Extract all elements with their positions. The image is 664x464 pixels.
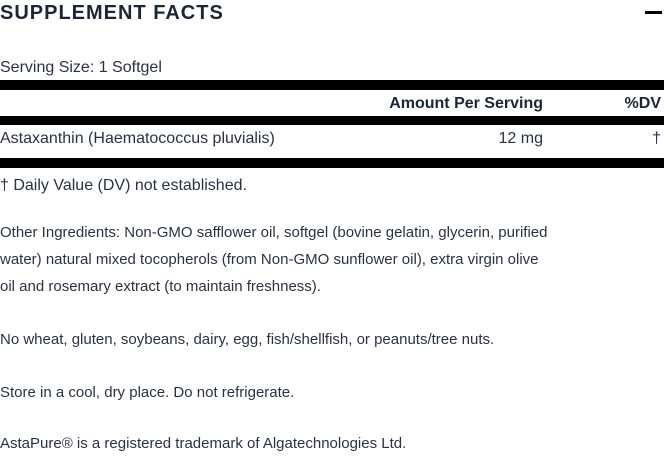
divider-thick-bottom (0, 158, 664, 168)
supplement-facts-header: SUPPLEMENT FACTS (0, 2, 664, 24)
facts-table-header-row: Amount Per Serving %DV (0, 90, 664, 116)
trademark-text: AstaPure® is a registered trademark of A… (0, 435, 407, 452)
storage-instructions-text: Store in a cool, dry place. Do not refri… (0, 384, 295, 401)
nutrient-name: Astaxanthin (Haematococcus pluvialis) (0, 130, 275, 147)
nutrient-amount: 12 mg (498, 130, 543, 147)
divider-thick-header (0, 116, 664, 125)
serving-size-text: Serving Size: 1 Softgel (0, 59, 162, 76)
divider-thick-top (0, 80, 664, 90)
allergen-statement-text: No wheat, gluten, soybeans, dairy, egg, … (0, 331, 495, 348)
minus-icon[interactable] (645, 11, 662, 14)
header-percent-dv: %DV (624, 95, 661, 112)
header-amount-per-serving: Amount Per Serving (389, 95, 543, 112)
daily-value-footnote: † Daily Value (DV) not established. (0, 177, 247, 194)
table-row: Astaxanthin (Haematococcus pluvialis) 12… (0, 125, 664, 158)
other-ingredients-text: Other Ingredients: Non-GMO safflower oil… (0, 224, 548, 295)
supplement-facts-title: SUPPLEMENT FACTS (0, 2, 224, 24)
nutrient-dv: † (652, 130, 661, 147)
